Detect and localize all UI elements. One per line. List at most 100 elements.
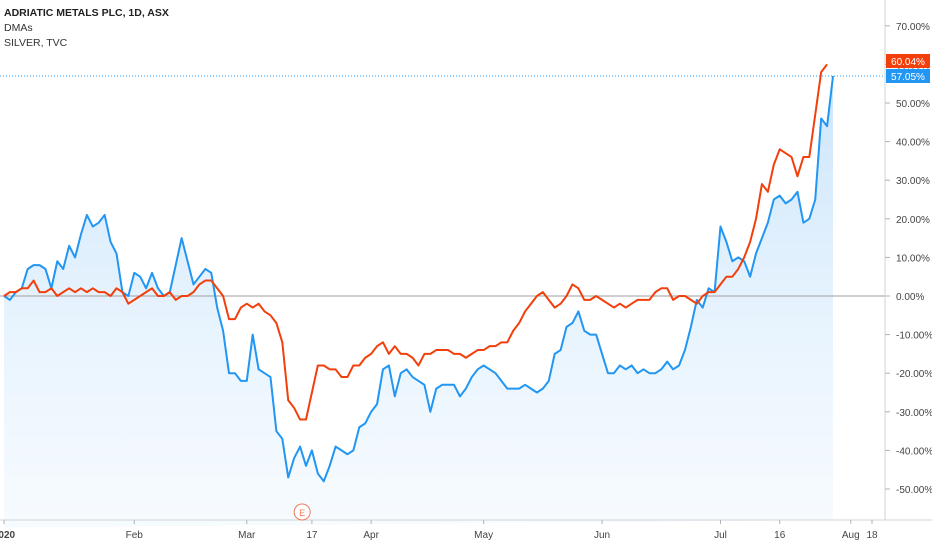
data-point — [9, 299, 10, 300]
data-point — [797, 176, 798, 177]
data-point — [501, 380, 502, 381]
x-tick-label: Apr — [363, 530, 379, 541]
data-point — [613, 373, 614, 374]
data-point — [690, 299, 691, 300]
data-point — [163, 295, 164, 296]
data-point — [151, 288, 152, 289]
data-point — [211, 272, 212, 273]
data-point — [649, 299, 650, 300]
data-point — [39, 292, 40, 293]
data-point — [566, 326, 567, 327]
earnings-marker-label: E — [299, 508, 305, 518]
x-tick-label: Mar — [238, 530, 256, 541]
data-point — [465, 357, 466, 358]
data-point — [146, 292, 147, 293]
y-tick-label: 20.00% — [896, 215, 930, 226]
data-point — [246, 303, 247, 304]
data-point — [15, 292, 16, 293]
series-line-silver — [3, 63, 828, 421]
x-tick-label: 17 — [306, 530, 318, 541]
data-point — [696, 303, 697, 304]
data-point — [684, 295, 685, 296]
data-point — [572, 284, 573, 285]
data-point — [240, 380, 241, 381]
data-point — [317, 365, 318, 366]
data-point — [27, 268, 28, 269]
data-point — [596, 295, 597, 296]
data-point — [785, 153, 786, 154]
x-tick-label: May — [474, 530, 493, 541]
data-point — [661, 369, 662, 370]
data-point — [453, 384, 454, 385]
legend-symbol: ADRIATIC METALS PLC, 1D, ASX — [4, 7, 169, 19]
data-point — [708, 288, 709, 289]
data-point — [726, 241, 727, 242]
data-point — [21, 288, 22, 289]
data-point — [175, 265, 176, 266]
data-point — [613, 307, 614, 308]
data-point — [483, 349, 484, 350]
y-tick-label: -40.00% — [896, 446, 932, 457]
data-point — [335, 446, 336, 447]
data-point — [51, 288, 52, 289]
data-point — [453, 353, 454, 354]
data-point — [601, 299, 602, 300]
y-tick-label: 40.00% — [896, 138, 930, 149]
data-point — [501, 342, 502, 343]
data-point — [673, 369, 674, 370]
data-point — [217, 307, 218, 308]
data-point — [554, 353, 555, 354]
y-tick-label: 70.00% — [896, 22, 930, 33]
data-point — [140, 276, 141, 277]
last-value-badge-adriatic — [886, 68, 930, 83]
data-point — [388, 365, 389, 366]
data-point — [424, 384, 425, 385]
data-point — [258, 303, 259, 304]
data-point — [750, 241, 751, 242]
y-tick-label: 0.00% — [896, 292, 924, 303]
data-point — [797, 191, 798, 192]
x-tick-label: Feb — [126, 530, 144, 541]
data-point — [305, 465, 306, 466]
data-point — [205, 268, 206, 269]
data-point — [678, 365, 679, 366]
data-point — [442, 349, 443, 350]
data-point — [601, 353, 602, 354]
data-point — [45, 292, 46, 293]
data-point — [181, 295, 182, 296]
y-tick-label: -20.00% — [896, 369, 932, 380]
data-point — [323, 481, 324, 482]
data-point — [335, 369, 336, 370]
data-point — [815, 199, 816, 200]
data-point — [234, 373, 235, 374]
data-point — [264, 311, 265, 312]
data-point — [317, 473, 318, 474]
data-point — [649, 373, 650, 374]
data-point — [643, 369, 644, 370]
data-point — [678, 295, 679, 296]
data-point — [507, 388, 508, 389]
series-area-fill — [4, 75, 833, 528]
data-point — [465, 388, 466, 389]
data-point — [744, 257, 745, 258]
data-point — [524, 384, 525, 385]
earnings-marker — [293, 503, 311, 521]
data-point — [542, 292, 543, 293]
data-point — [578, 288, 579, 289]
data-point — [80, 288, 81, 289]
data-point — [157, 288, 158, 289]
data-point — [187, 261, 188, 262]
data-point — [341, 376, 342, 377]
data-point — [744, 261, 745, 262]
data-point — [359, 427, 360, 428]
data-point — [63, 268, 64, 269]
data-point — [572, 322, 573, 323]
data-point — [217, 288, 218, 289]
x-tick-label: 16 — [774, 530, 786, 541]
data-point — [33, 265, 34, 266]
data-point — [702, 307, 703, 308]
data-point — [193, 284, 194, 285]
data-point — [471, 376, 472, 377]
